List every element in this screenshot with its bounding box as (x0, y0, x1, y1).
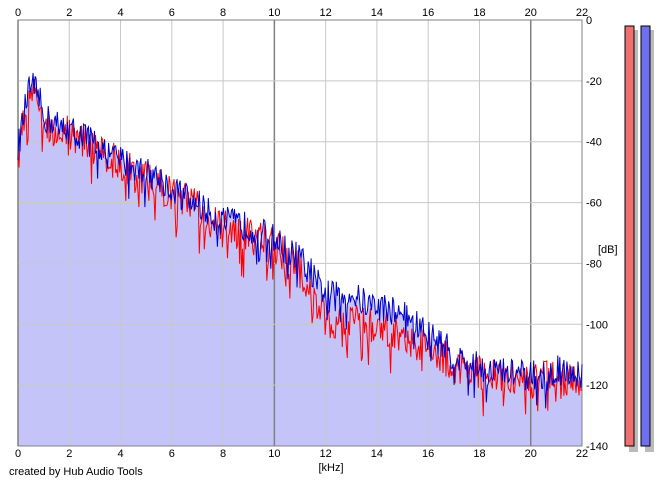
x-tick-label-top: 2 (66, 7, 72, 19)
x-tick-label-top: 16 (422, 7, 434, 19)
x-tick-label-top: 8 (220, 7, 226, 19)
tick-labels: 002244668810101212141416161818202022220-… (15, 7, 608, 460)
x-tick-label-bottom: 22 (576, 448, 588, 460)
x-tick-label-bottom: 12 (320, 448, 332, 460)
y-tick-label: -120 (586, 380, 608, 392)
x-tick-label-bottom: 20 (525, 448, 537, 460)
x-tick-label-top: 4 (117, 7, 123, 19)
y-axis-unit-label: [dB] (598, 244, 618, 256)
y-tick-label: -100 (586, 319, 608, 331)
x-tick-label-bottom: 0 (15, 448, 21, 460)
x-tick-label-top: 22 (576, 7, 588, 19)
y-tick-label: -60 (586, 198, 602, 210)
x-tick-label-top: 10 (268, 7, 280, 19)
y-tick-label: -20 (586, 76, 602, 88)
x-tick-label-bottom: 8 (220, 448, 226, 460)
y-tick-label: -140 (586, 441, 608, 453)
series-line-right (17, 72, 583, 409)
x-tick-label-bottom: 18 (473, 448, 485, 460)
level-meter-right (640, 25, 651, 447)
y-tick-label: -40 (586, 137, 602, 149)
y-tick-label: -80 (586, 258, 602, 270)
x-tick-label-bottom: 16 (422, 448, 434, 460)
y-tick-label: 0 (586, 15, 592, 27)
x-axis-unit-label: [kHz] (318, 462, 343, 474)
x-tick-label-top: 20 (525, 7, 537, 19)
x-tick-label-bottom: 4 (117, 448, 123, 460)
x-tick-label-bottom: 10 (268, 448, 280, 460)
x-tick-label-top: 6 (169, 7, 175, 19)
x-tick-label-top: 14 (371, 7, 383, 19)
x-tick-label-bottom: 6 (169, 448, 175, 460)
x-tick-label-bottom: 2 (66, 448, 72, 460)
level-meters (624, 25, 654, 452)
credit-text: created by Hub Audio Tools (9, 466, 143, 478)
x-tick-label-top: 18 (473, 7, 485, 19)
series-line-left (17, 78, 583, 417)
x-tick-label-top: 0 (15, 7, 21, 19)
level-meter-left (624, 25, 635, 447)
plot-frame (17, 19, 583, 447)
x-tick-label-bottom: 14 (371, 448, 383, 460)
x-tick-label-top: 12 (320, 7, 332, 19)
spectrum-series (17, 72, 583, 417)
